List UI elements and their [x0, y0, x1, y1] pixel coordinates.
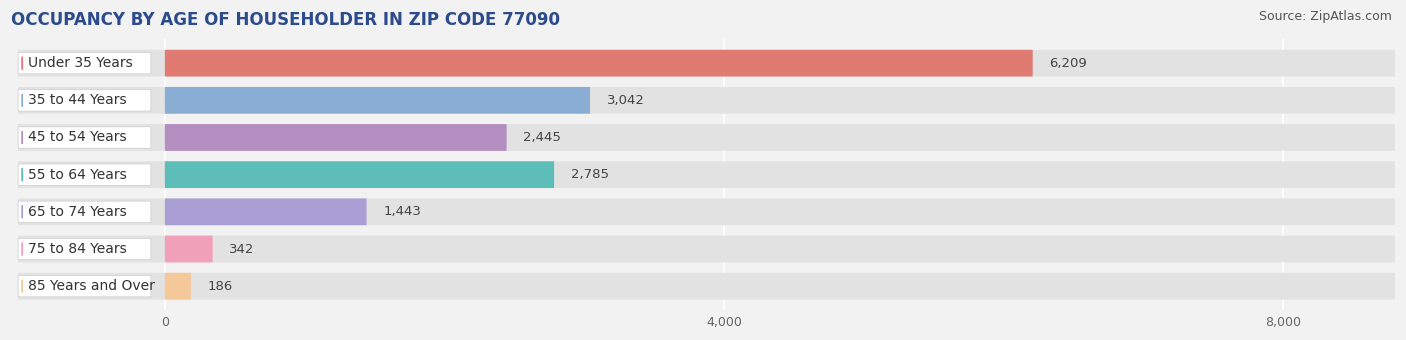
FancyBboxPatch shape: [165, 273, 191, 300]
FancyBboxPatch shape: [165, 50, 1033, 76]
FancyBboxPatch shape: [18, 124, 1395, 151]
Text: 35 to 44 Years: 35 to 44 Years: [28, 93, 127, 107]
Text: 6,209: 6,209: [1049, 57, 1087, 70]
FancyBboxPatch shape: [18, 164, 150, 185]
Text: 65 to 74 Years: 65 to 74 Years: [28, 205, 127, 219]
Text: Under 35 Years: Under 35 Years: [28, 56, 132, 70]
Text: 342: 342: [229, 242, 254, 255]
FancyBboxPatch shape: [18, 50, 1395, 76]
Text: Source: ZipAtlas.com: Source: ZipAtlas.com: [1258, 10, 1392, 23]
FancyBboxPatch shape: [18, 127, 150, 148]
FancyBboxPatch shape: [18, 236, 1395, 262]
FancyBboxPatch shape: [18, 199, 1395, 225]
Text: 1,443: 1,443: [384, 205, 422, 218]
FancyBboxPatch shape: [165, 124, 506, 151]
Text: 55 to 64 Years: 55 to 64 Years: [28, 168, 127, 182]
FancyBboxPatch shape: [165, 161, 554, 188]
Text: 75 to 84 Years: 75 to 84 Years: [28, 242, 127, 256]
FancyBboxPatch shape: [165, 199, 367, 225]
FancyBboxPatch shape: [18, 275, 150, 297]
FancyBboxPatch shape: [18, 238, 150, 260]
FancyBboxPatch shape: [18, 273, 1395, 300]
Text: 2,785: 2,785: [571, 168, 609, 181]
Text: 45 to 54 Years: 45 to 54 Years: [28, 131, 127, 144]
Text: 186: 186: [208, 280, 233, 293]
Text: 85 Years and Over: 85 Years and Over: [28, 279, 155, 293]
FancyBboxPatch shape: [165, 87, 591, 114]
FancyBboxPatch shape: [18, 201, 150, 223]
FancyBboxPatch shape: [18, 161, 1395, 188]
Text: OCCUPANCY BY AGE OF HOUSEHOLDER IN ZIP CODE 77090: OCCUPANCY BY AGE OF HOUSEHOLDER IN ZIP C…: [11, 11, 560, 29]
Text: 3,042: 3,042: [607, 94, 645, 107]
FancyBboxPatch shape: [18, 87, 1395, 114]
Text: 2,445: 2,445: [523, 131, 561, 144]
FancyBboxPatch shape: [18, 90, 150, 111]
FancyBboxPatch shape: [18, 52, 150, 74]
FancyBboxPatch shape: [165, 236, 212, 262]
